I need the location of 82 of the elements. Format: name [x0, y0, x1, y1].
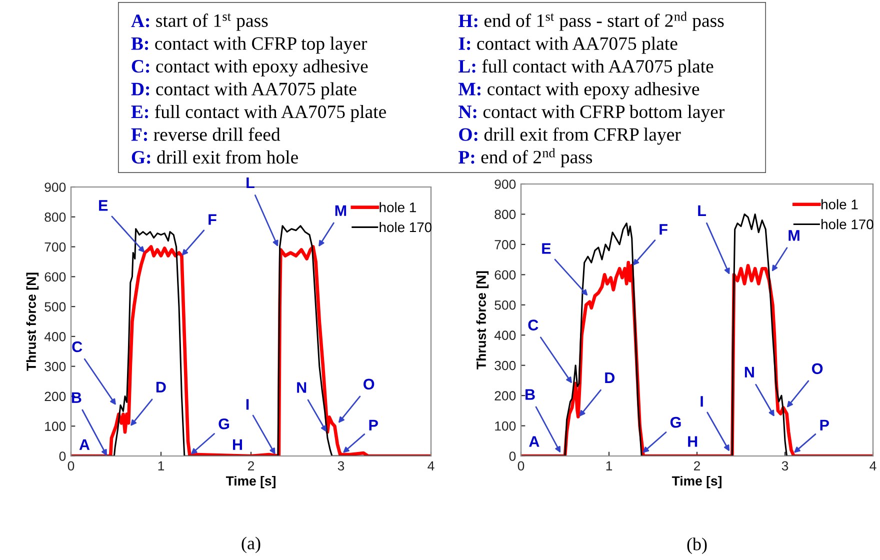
- y-tick-label: 100: [45, 422, 66, 432]
- annotation: P: [369, 420, 378, 430]
- x-tick-label: 4: [870, 461, 876, 470]
- annotation: H: [233, 439, 242, 450]
- annotation: I: [246, 399, 249, 410]
- legend-label: hole 1: [822, 199, 858, 210]
- annotation: G: [218, 418, 230, 430]
- x-axis-title: Time [s]: [226, 476, 276, 488]
- annotation: D: [156, 382, 166, 392]
- x-tick-label: 1: [606, 461, 612, 470]
- text: M: contact with epoxy adhesive: [458, 82, 700, 100]
- annotation: C: [528, 320, 538, 330]
- y-tick-label: 0: [59, 452, 66, 461]
- text: G: drill exit from hole: [132, 150, 298, 164]
- annotation: C: [72, 341, 82, 352]
- text: O: drill exit from CFRP layer: [459, 127, 681, 145]
- x-tick-label: 1: [158, 461, 164, 470]
- legend-label: hole 1: [380, 202, 416, 212]
- annotation: E: [99, 200, 108, 211]
- annotation: H: [688, 436, 698, 447]
- x-tick-label: 4: [428, 461, 434, 470]
- annotation: B: [72, 392, 82, 403]
- annotation: O: [364, 378, 374, 390]
- text: A: start of 1$^{st}$ pass: [131, 13, 268, 31]
- annotation: D: [605, 372, 615, 383]
- legend-label: hole 170: [380, 222, 432, 232]
- text: C: contact with epoxy adhesive: [132, 59, 368, 76]
- annotation: F: [660, 224, 668, 235]
- y-tick-label: 500: [44, 302, 66, 312]
- annotation: E: [542, 243, 551, 254]
- annotation: G: [670, 416, 681, 428]
- text: H: end of 1$^{st}$ pass - start of 2$^{nd}$ pass: [458, 12, 724, 31]
- y-tick-label: 700: [494, 240, 516, 250]
- y-tick-label: 900: [44, 182, 66, 192]
- annotation: P: [820, 420, 829, 430]
- text: P: end of 2$^{nd}$ pass: [458, 148, 592, 168]
- x-tick-label: 2: [694, 461, 700, 470]
- annotation: L: [698, 205, 706, 216]
- annotation: B: [526, 389, 535, 400]
- annotation: L: [246, 178, 254, 188]
- x-tick-label: 2: [248, 461, 254, 470]
- y-tick-label: 300: [44, 362, 66, 372]
- y-tick-label: 300: [494, 360, 516, 370]
- y-axis-title: Thrust force [N]: [476, 271, 489, 370]
- annotation: O: [812, 363, 823, 374]
- text: N: contact with CFRP bottom layer: [458, 104, 724, 122]
- y-tick-label: 600: [494, 270, 516, 280]
- text: D: contact with AA7075 plate: [131, 82, 356, 100]
- x-tick-label: 3: [782, 461, 788, 471]
- y-tick-label: 500: [494, 300, 516, 310]
- y-tick-label: 400: [494, 330, 516, 340]
- annotation: M: [788, 230, 800, 241]
- x-tick-label: 3: [338, 461, 344, 471]
- annotation: A: [529, 436, 540, 447]
- legend-label: hole 170: [822, 219, 874, 230]
- y-tick-label: 800: [494, 210, 516, 220]
- y-tick-label: 600: [44, 272, 66, 282]
- y-tick-label: 100: [495, 421, 516, 431]
- y-tick-label: 800: [44, 212, 66, 222]
- annotation: I: [700, 396, 703, 407]
- y-tick-label: 200: [494, 391, 516, 400]
- text: (b): [687, 538, 707, 554]
- annotation: N: [744, 366, 754, 378]
- y-tick-label: 900: [494, 180, 516, 189]
- y-tick-label: 400: [44, 332, 66, 342]
- annotation: F: [208, 214, 216, 225]
- y-tick-label: 700: [44, 242, 66, 252]
- annotation: N: [297, 382, 306, 393]
- x-tick-label: 0: [518, 461, 524, 471]
- y-axis-title: Thrust force [N]: [26, 272, 39, 371]
- annotation: A: [79, 439, 90, 450]
- text: B: contact with CFRP top layer: [131, 36, 368, 54]
- text: I: contact with AA7075 plate: [458, 36, 678, 54]
- text: L: full contact with AA7075 plate: [458, 59, 714, 76]
- y-tick-label: 200: [44, 392, 66, 402]
- x-tick-label: 0: [68, 461, 74, 471]
- text: E: full contact with AA7075 plate: [131, 104, 386, 122]
- text: F: reverse drill feed: [131, 127, 280, 141]
- y-tick-label: 0: [509, 452, 516, 461]
- x-axis-title: Time [s]: [672, 476, 722, 488]
- text: (a): [242, 536, 260, 554]
- annotation: M: [335, 205, 346, 216]
